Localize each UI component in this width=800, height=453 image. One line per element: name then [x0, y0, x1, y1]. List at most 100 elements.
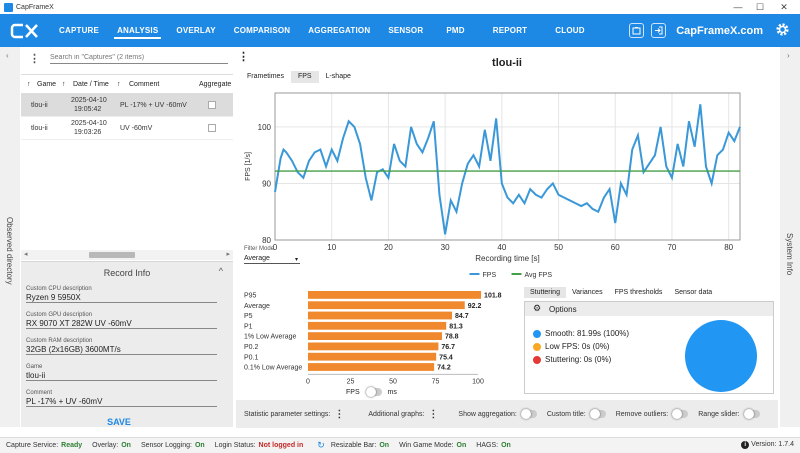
- stat-settings-menu-icon[interactable]: ⋮: [334, 408, 345, 420]
- status-hags-value: On: [501, 442, 511, 449]
- save-button[interactable]: SAVE: [107, 417, 131, 427]
- gpu-description-field[interactable]: Custom GPU description RX 9070 XT 282W U…: [26, 312, 217, 329]
- nav-aggregation[interactable]: AGGREGATION: [308, 26, 371, 35]
- tab-stuttering[interactable]: Stuttering: [524, 287, 566, 298]
- nav-capture[interactable]: CAPTURE: [59, 26, 100, 35]
- bar-value-label: 101.8: [484, 293, 502, 300]
- search-row: ⋮: [21, 47, 233, 69]
- field-value[interactable]: RX 9070 XT 282W UV -60mV: [26, 319, 132, 328]
- row-date: 2025-04-10: [71, 97, 107, 104]
- add-graphs-menu-icon[interactable]: ⋮: [428, 408, 439, 420]
- chevron-left-icon[interactable]: ‹: [6, 51, 9, 60]
- col-game[interactable]: Game: [37, 81, 57, 88]
- field-value[interactable]: Ryzen 9 5950X: [26, 293, 81, 302]
- more-options-icon[interactable]: ⋮: [238, 51, 249, 63]
- tab-fps[interactable]: FPS: [290, 71, 319, 83]
- x-tick-label: 50: [554, 243, 563, 252]
- window-titlebar: CapFrameX — ☐ ✕: [0, 0, 800, 14]
- range-slider-toggle[interactable]: [743, 409, 760, 419]
- table-row[interactable]: tlou-ii 2025-04-10 19:03:26 UV -60mV: [21, 117, 233, 140]
- options-gear-icon[interactable]: ⚙: [533, 303, 542, 313]
- chevron-right-icon[interactable]: ›: [787, 51, 790, 60]
- tab-fps-thresholds[interactable]: FPS thresholds: [614, 289, 663, 296]
- legend-dot: [533, 342, 541, 351]
- nav-comparison[interactable]: COMPARISON: [233, 26, 291, 35]
- nav-analysis[interactable]: ANALYSIS: [108, 14, 167, 47]
- unit-switch[interactable]: FPS ms: [346, 387, 397, 397]
- bar-value-label: 84.7: [455, 313, 469, 320]
- x-tick-label: 10: [327, 243, 336, 252]
- custom-title-toggle[interactable]: [589, 409, 606, 419]
- minimize-button[interactable]: —: [733, 2, 743, 12]
- field-value[interactable]: 32GB (2x16GB) 3600MT/s: [26, 345, 121, 354]
- nav-overlay[interactable]: OVERLAY: [176, 26, 216, 35]
- ram-description-field[interactable]: Custom RAM description 32GB (2x16GB) 360…: [26, 338, 217, 355]
- status-overlay-key: Overlay:: [92, 442, 119, 449]
- x-tick-label: 75: [432, 378, 440, 385]
- screenshot-icon[interactable]: [629, 23, 645, 38]
- nav-sensor[interactable]: SENSOR: [388, 26, 424, 35]
- close-button[interactable]: ✕: [780, 2, 788, 12]
- plot-frame: [274, 92, 741, 241]
- info-icon[interactable]: i: [741, 441, 750, 449]
- scroll-right-icon[interactable]: ▸: [226, 251, 230, 258]
- bar-category-label: P0.2: [244, 344, 259, 351]
- table-row[interactable]: tlou-ii 2025-04-10 19:05:42 PL -17% + UV…: [21, 94, 233, 117]
- nav-pmd[interactable]: PMD: [446, 26, 465, 35]
- custom-title-label: Custom title:: [546, 410, 586, 418]
- tab-frametimes[interactable]: Frametimes: [247, 73, 284, 80]
- game-field[interactable]: Game tlou-ii: [26, 364, 217, 381]
- options-label[interactable]: Options: [549, 305, 577, 314]
- remove-outliers-toggle[interactable]: [672, 409, 689, 419]
- aggregate-checkbox[interactable]: [208, 124, 216, 132]
- scroll-left-icon[interactable]: ◂: [24, 251, 28, 258]
- tab-sensor-data[interactable]: Sensor data: [674, 289, 713, 296]
- field-value[interactable]: PL -17% + UV -60mV: [26, 397, 103, 406]
- maximize-button[interactable]: ☐: [755, 2, 765, 12]
- search-input[interactable]: [50, 52, 228, 64]
- refresh-icon[interactable]: ↻: [317, 440, 325, 450]
- horizontal-scrollbar[interactable]: ◂ ▸: [21, 250, 233, 260]
- system-info-label: System Info: [785, 233, 794, 276]
- options-bar[interactable]: ⚙ Options: [525, 302, 773, 316]
- tab-variances[interactable]: Variances: [571, 289, 603, 296]
- tab-l-shape[interactable]: L-shape: [325, 73, 351, 80]
- brand-link[interactable]: CapFrameX.com: [676, 24, 763, 37]
- x-axis-label: Recording time [s]: [475, 254, 539, 263]
- filter-mode-select[interactable]: Average ▾: [244, 255, 300, 264]
- fps-line-chart[interactable]: 0 10 20 30 40 50 60 70 80 80 90 100 Recording time […: [236, 85, 778, 285]
- unit-fps-label: FPS: [346, 388, 360, 396]
- status-capture-value: Ready: [61, 442, 83, 449]
- nav-report[interactable]: REPORT: [492, 26, 528, 35]
- graph-panel: ⋮ tlou-ii Frametimes FPS L-shape 0 10 20 30…: [236, 47, 778, 279]
- bar-value-label: 92.2: [468, 303, 482, 310]
- bar: [308, 342, 439, 351]
- x-tick-label: 0: [273, 243, 278, 252]
- nav-cloud[interactable]: CLOUD: [555, 26, 585, 35]
- system-info-strip[interactable]: › System Info: [780, 47, 800, 427]
- unit-toggle[interactable]: [365, 387, 382, 397]
- login-icon[interactable]: [651, 23, 667, 38]
- cpu-description-field[interactable]: Custom CPU description Ryzen 9 5950X: [26, 286, 217, 303]
- filter-mode-value: Average: [244, 255, 270, 262]
- settings-gear-icon[interactable]: [775, 22, 790, 39]
- field-value[interactable]: tlou-ii: [26, 371, 46, 380]
- col-date-time[interactable]: Date / Time: [73, 81, 109, 88]
- more-options-icon[interactable]: ⋮: [29, 52, 40, 65]
- fps-bar-chart[interactable]: P95 101.8 Average 92.2 P5 84.7 P1 81.3 1% Low Av…: [236, 282, 518, 400]
- bar: [308, 311, 452, 320]
- aggregate-checkbox[interactable]: [208, 101, 216, 109]
- bar-category-label: P95: [244, 293, 257, 300]
- col-comment[interactable]: Comment: [129, 81, 160, 88]
- legend-smooth: Smooth: 81.99s (100%): [533, 329, 629, 338]
- status-gamemode-key: Win Game Mode:: [399, 442, 454, 449]
- comment-field[interactable]: Comment PL -17% + UV -60mV: [26, 390, 217, 407]
- collapse-chevron-icon[interactable]: ^: [218, 266, 223, 276]
- col-aggregate[interactable]: Aggregate: [199, 81, 232, 88]
- observed-directory-strip[interactable]: ‹ Observed directory: [0, 47, 20, 427]
- app-icon: [4, 2, 13, 12]
- show-aggregation-toggle[interactable]: [520, 409, 537, 419]
- row-comment: PL -17% + UV -60mV: [120, 102, 187, 109]
- pie-slice-smooth: [685, 320, 757, 392]
- scrollbar-thumb[interactable]: [89, 252, 135, 258]
